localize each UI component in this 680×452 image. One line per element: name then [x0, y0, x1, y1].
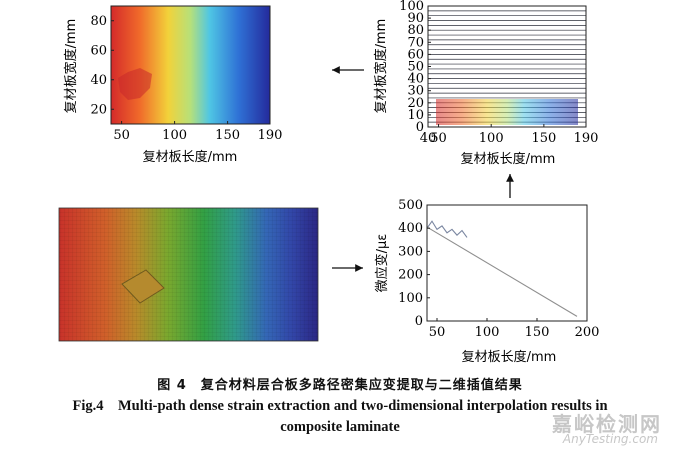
- tr-ytick-label: 30: [407, 84, 424, 99]
- tl-xtick-label: 150: [215, 128, 240, 143]
- caption-english-line1: Fig.4 Multi-path dense strain extraction…: [72, 398, 608, 414]
- tr-xtick-label: 100: [479, 131, 504, 146]
- tl-ytick-label: 40: [90, 73, 107, 88]
- tr-ytick-label: 90: [407, 11, 424, 26]
- panel-top-left: 50 100 150 190 20 40 60 80 复材板宽度/mm 复材板长度/mm: [63, 5, 282, 165]
- br-ytick-label: 500: [398, 198, 423, 213]
- br-ylabel: 微应变/με: [374, 234, 390, 293]
- heatmap-hotspot: [118, 68, 152, 100]
- panel-bottom-right: 50 100 150 200 0 100 200 300 400 500 微应变/με 复材板长度…: [374, 198, 599, 365]
- tl-ytick-label: 80: [90, 14, 107, 29]
- fem-defect-region: [121, 269, 165, 304]
- strain-frame: [426, 204, 588, 322]
- tl-xtick-label: 100: [162, 128, 187, 143]
- tr-ytick-label: 80: [407, 23, 424, 38]
- tl-xlabel: 复材板长度/mm: [143, 149, 238, 165]
- tr-xtick-label: 150: [531, 131, 556, 146]
- caption-english-line2: composite laminate: [280, 419, 400, 435]
- fem-mesh: [59, 208, 318, 341]
- br-xlabel: 复材板长度/mm: [462, 349, 557, 365]
- tr-ytick-label: 10: [407, 108, 424, 123]
- tr-ytick-label: 70: [407, 35, 424, 50]
- tr-xlabel: 复材板长度/mm: [461, 151, 556, 167]
- br-xtick-label: 150: [525, 325, 550, 340]
- fem-frame: [58, 207, 319, 342]
- tr-ylabel: 复材板宽度/mm: [373, 19, 389, 114]
- tr-ytick-label: 20: [407, 96, 424, 111]
- heatmap-frame: [110, 5, 271, 125]
- tl-ytick-label: 60: [90, 43, 107, 58]
- watermark-en: AnyTesting.com: [562, 432, 658, 446]
- heatmap-field: [111, 6, 270, 124]
- tr-ytick-label: 100: [399, 0, 424, 14]
- br-xtick-label: 200: [575, 325, 600, 340]
- tr-ytick-label: 60: [407, 47, 424, 62]
- tl-xtick-label: 190: [258, 128, 283, 143]
- tr-xtick-label: 190: [574, 131, 599, 146]
- tl-ytick-label: 20: [90, 102, 107, 117]
- strain-series-line: [426, 226, 578, 317]
- strain-series-line: [426, 220, 468, 238]
- tr-xtick-label: 40: [420, 131, 437, 146]
- br-ytick-label: 300: [398, 244, 423, 259]
- tr-xtick-label: 50: [430, 131, 447, 146]
- br-xtick-label: 100: [475, 325, 500, 340]
- caption-chinese: 图 4 复合材料层合板多路径密集应变提取与二维插值结果: [157, 378, 523, 393]
- br-ytick-label: 0: [415, 314, 423, 329]
- br-ytick-label: 400: [398, 221, 423, 236]
- path-color-band: [436, 99, 578, 125]
- br-xtick-label: 50: [429, 325, 446, 340]
- tl-xtick-label: 50: [113, 128, 130, 143]
- tr-ytick-label: 0: [416, 120, 424, 135]
- tr-ytick-label: 50: [407, 60, 424, 75]
- watermark-cn: 嘉峪检测网: [552, 412, 662, 436]
- br-ytick-label: 200: [398, 268, 423, 283]
- strain-plot-area: [427, 205, 587, 321]
- tr-ytick-label: 40: [407, 72, 424, 87]
- br-ytick-label: 100: [398, 291, 423, 306]
- panel-fem-contour: [58, 207, 319, 342]
- strain-series: [426, 220, 578, 317]
- caption-english: Fig.4 Multi-path dense strain extraction…: [0, 396, 680, 438]
- br-axis-ticks: 50 100 150 200 0 100 200 300 400 500: [398, 198, 599, 340]
- tl-ylabel: 复材板宽度/mm: [63, 19, 79, 114]
- tl-axis-ticks: 50 100 150 190 20 40 60 80: [90, 14, 282, 143]
